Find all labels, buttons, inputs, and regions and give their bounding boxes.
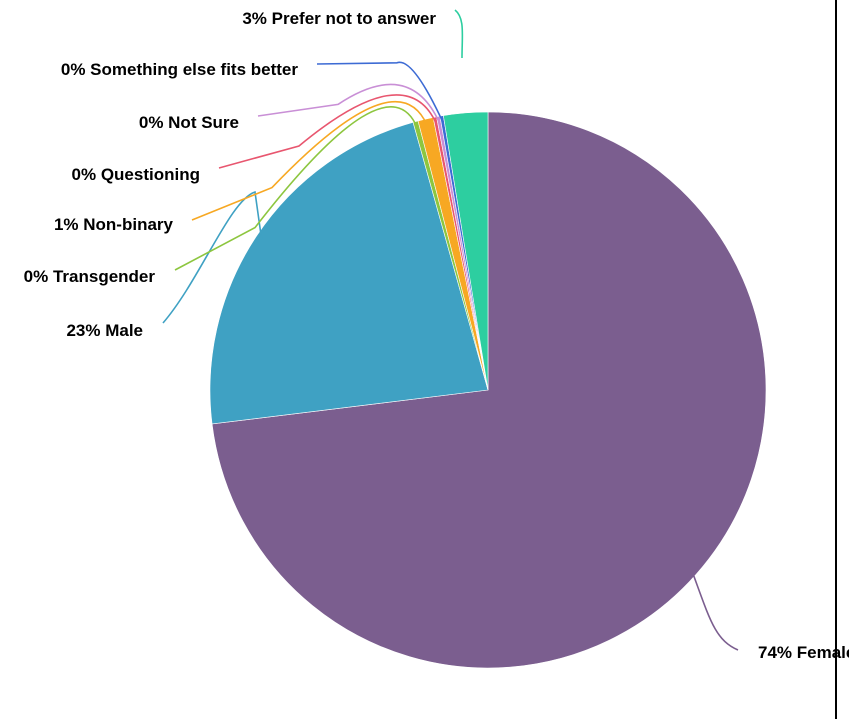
pie-slice-male: [209, 121, 489, 425]
leader-line-questioning: [218, 94, 437, 169]
data-label-prefer-not-to-answer: 3% Prefer not to answer: [242, 9, 436, 28]
data-label-not-sure: 0% Not Sure: [139, 113, 239, 132]
data-label-male: 23% Male: [66, 321, 143, 340]
data-label-something-else-fits-better: 0% Something else fits better: [61, 60, 298, 79]
slices-group: [209, 111, 767, 669]
leader-line-not-sure: [257, 83, 441, 123]
leader-line-something-else-fits-better: [316, 61, 444, 123]
data-label-questioning: 0% Questioning: [72, 165, 200, 184]
leader-line-female: [690, 569, 739, 651]
leader-line-prefer-not-to-answer: [454, 9, 464, 59]
data-label-female: 74% Female: [758, 643, 849, 662]
leader-line-transgender: [174, 106, 418, 271]
data-label-non-binary: 1% Non-binary: [54, 215, 174, 234]
leader-line-male: [162, 190, 263, 324]
frame-edge-line: [835, 0, 837, 719]
data-labels-group: 74% Female 23% Male 0% Transgender 1% Non-b…: [24, 9, 849, 662]
data-label-transgender: 0% Transgender: [24, 267, 156, 286]
leader-line-non-binary: [191, 101, 428, 221]
pie-slice-prefer-not-to-answer: [443, 111, 489, 391]
leader-lines-group: [162, 9, 739, 651]
pie-slice-female: [211, 111, 767, 669]
